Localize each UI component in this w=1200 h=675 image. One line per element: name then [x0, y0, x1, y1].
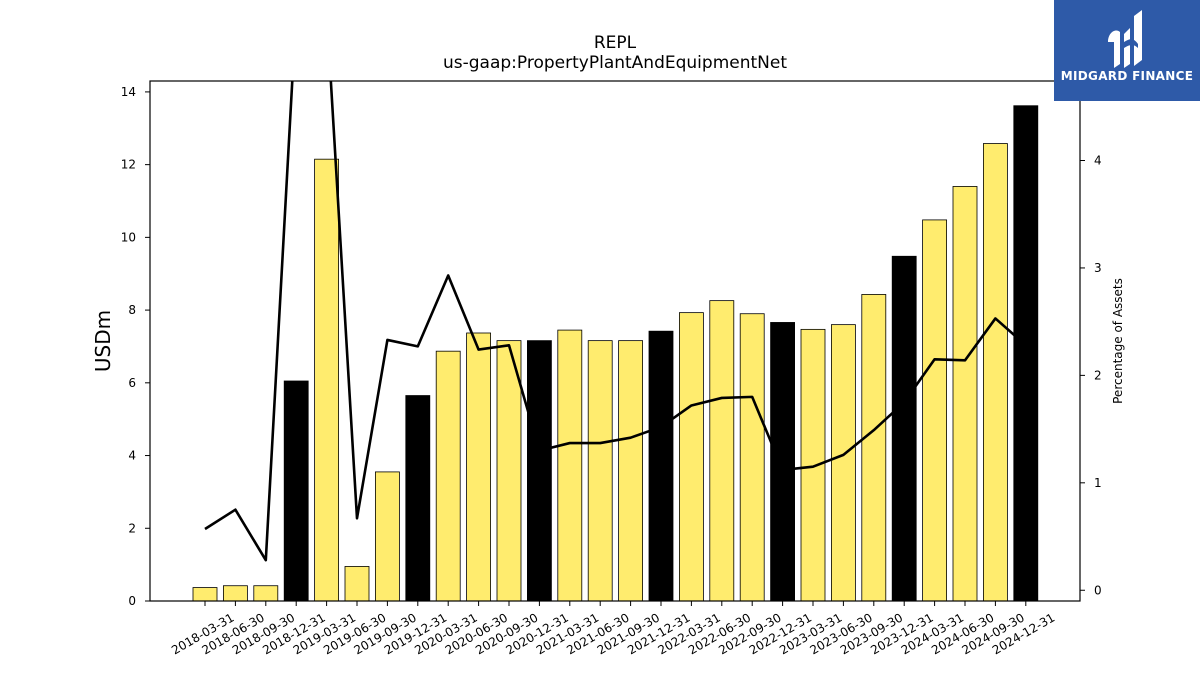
- bar-2018-09-30: [253, 585, 279, 602]
- bar-2022-03-31: [679, 312, 704, 602]
- bar-2018-06-30: [222, 585, 248, 602]
- y2-tick-label-0: 0: [1094, 583, 1102, 597]
- y2-tick-label-3: 3: [1094, 261, 1102, 275]
- bar-2024-09-30: [983, 143, 1008, 602]
- bar-2018-03-31: [192, 587, 218, 602]
- y2-tick-label-2: 2: [1094, 368, 1102, 382]
- y-tick-label-0: 0: [128, 594, 136, 608]
- midgard-logo-icon: [1108, 10, 1142, 68]
- bar-2018-12-31: [283, 380, 309, 602]
- bar-2024-06-30: [952, 186, 978, 602]
- bar-2019-06-30: [344, 566, 370, 602]
- bar-2019-03-31: [314, 158, 340, 602]
- y-tick-label-6: 6: [128, 376, 136, 390]
- bar-2022-09-30: [739, 313, 765, 602]
- bar-2023-03-31: [800, 328, 826, 602]
- y-axis-label: USDm: [91, 310, 115, 372]
- bar-2021-12-31: [648, 330, 674, 602]
- y-tick-label-2: 2: [128, 521, 136, 535]
- y-axis-left: 0 2 4 6 8 10 12 14: [121, 85, 150, 608]
- logo-text: MIDGARD FINANCE: [1060, 69, 1194, 83]
- bar-2019-12-31: [405, 395, 431, 602]
- y-tick-label-8: 8: [128, 303, 136, 317]
- bar-2020-06-30: [466, 332, 492, 602]
- y-axis-right: 0 1 2 3 4: [1080, 154, 1102, 597]
- bar-2023-06-30: [831, 324, 856, 602]
- percentage-of-assets-line: [204, 81, 1027, 562]
- bar-2024-03-31: [922, 219, 947, 602]
- bar-2021-06-30: [587, 340, 613, 602]
- x-axis: 2018-03-312018-06-302018-09-302018-12-31…: [169, 601, 1057, 657]
- bar-2020-03-31: [435, 350, 461, 602]
- bar-2020-12-31: [527, 340, 552, 602]
- bar-2019-09-30: [374, 471, 400, 602]
- y2-tick-label-1: 1: [1094, 476, 1102, 490]
- bar-2021-03-31: [557, 329, 583, 602]
- y2-axis-label: Percentage of Assets: [1111, 278, 1125, 404]
- bar-2024-12-31: [1013, 105, 1039, 602]
- bar-2021-09-30: [618, 340, 643, 602]
- y-tick-label-14: 14: [121, 85, 136, 99]
- bar-2023-12-31: [891, 255, 917, 602]
- bar-2022-12-31: [770, 322, 795, 602]
- chart-subtitle: us-gaap:PropertyPlantAndEquipmentNet: [443, 53, 787, 73]
- y-tick-label-12: 12: [121, 158, 136, 172]
- y-tick-label-4: 4: [128, 449, 136, 463]
- chart-title: REPL: [594, 33, 637, 53]
- line-group: [204, 81, 1027, 562]
- bar-2020-09-30: [496, 340, 522, 602]
- plot-frame: [149, 80, 1081, 602]
- midgard-finance-logo: MIDGARD FINANCE: [1054, 0, 1200, 101]
- y2-tick-label-4: 4: [1094, 154, 1102, 168]
- bar-2022-06-30: [709, 300, 735, 602]
- bar-2023-09-30: [861, 294, 887, 602]
- y-tick-label-10: 10: [121, 230, 136, 244]
- bars-group: [192, 105, 1039, 602]
